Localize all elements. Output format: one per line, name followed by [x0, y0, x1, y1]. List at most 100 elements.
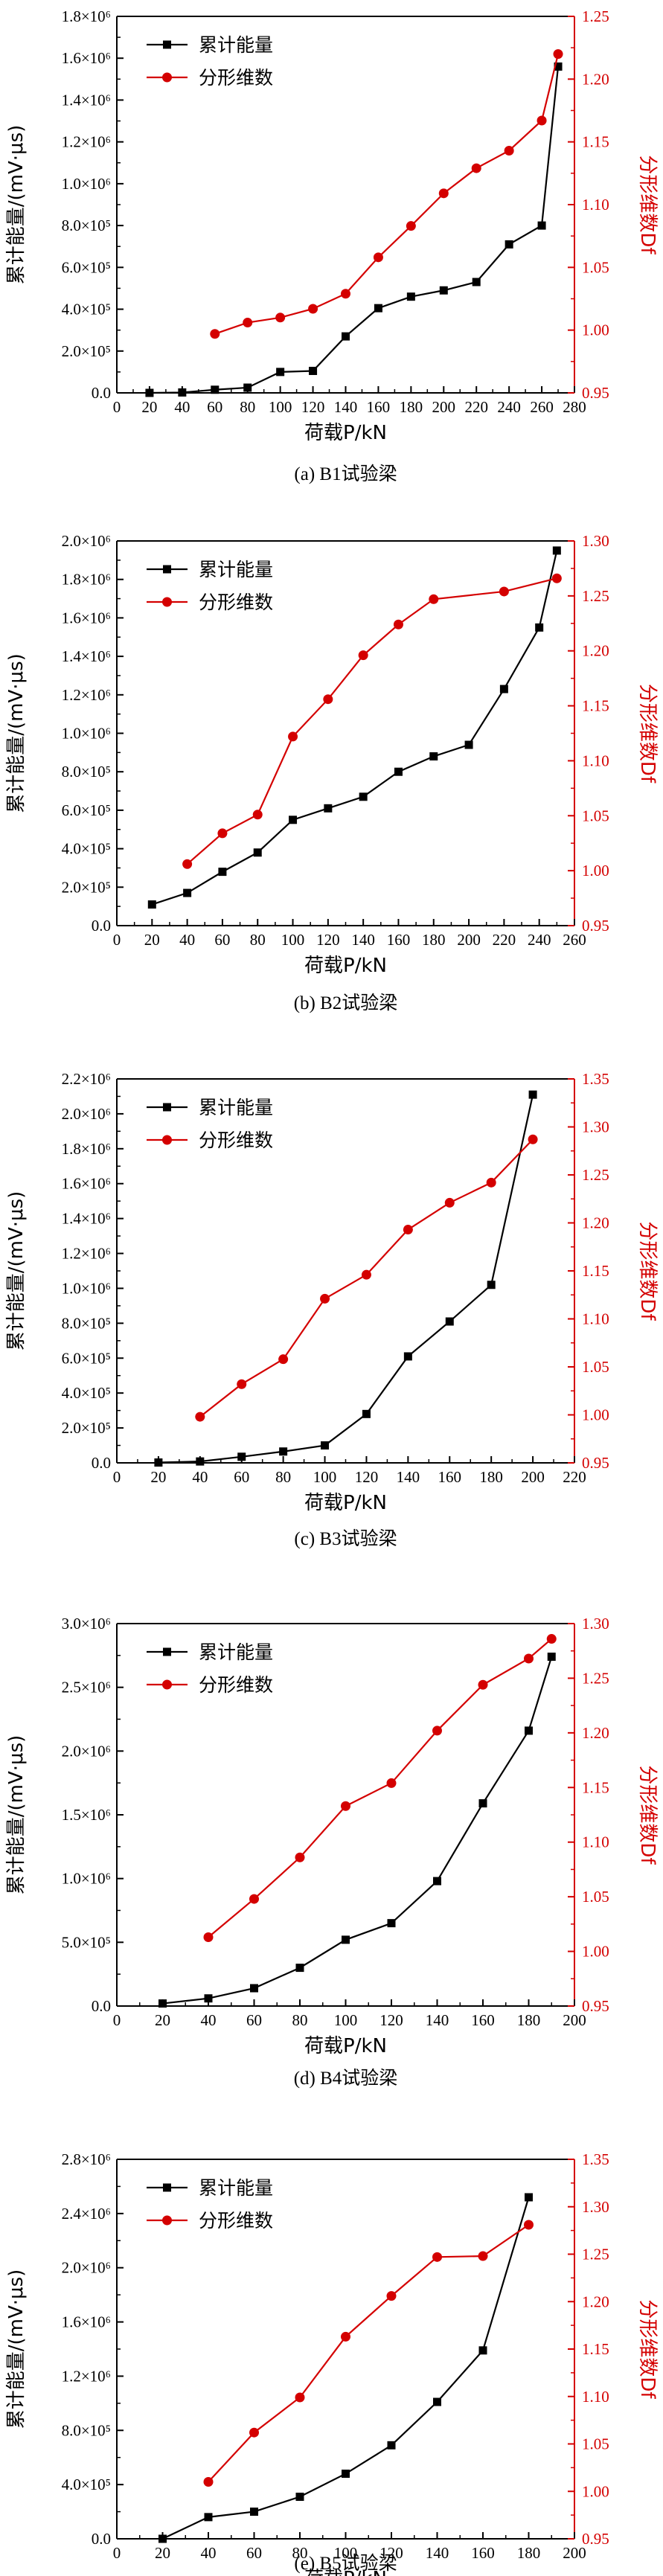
- data-point-energy: [439, 286, 448, 295]
- y-left-tick-label: 2.4×10⁶: [62, 2205, 111, 2223]
- legend-marker-energy: [163, 1647, 171, 1656]
- y-right-tick-label: 1.15: [582, 1262, 609, 1280]
- x-tick-label: 120: [316, 931, 340, 949]
- y-right-axis-title: 分形维数Df: [636, 684, 659, 784]
- data-point-fractal: [478, 2251, 488, 2261]
- data-point-energy: [359, 792, 368, 801]
- data-point-energy: [478, 2346, 487, 2355]
- legend-label-fractal: 分形维数: [199, 2210, 273, 2231]
- data-point-energy: [324, 804, 333, 813]
- y-right-tick-label: 1.05: [582, 1888, 609, 1906]
- y-right-tick-label: 1.30: [582, 1118, 609, 1136]
- y-left-tick-label: 8.0×10⁵: [62, 217, 111, 234]
- data-point-energy: [158, 2534, 167, 2543]
- data-point-fractal: [288, 731, 298, 742]
- x-tick-label: 160: [438, 1468, 462, 1486]
- x-tick-label: 100: [334, 2544, 358, 2562]
- y-left-tick-label: 1.4×10⁶: [62, 91, 111, 109]
- data-point-fractal: [386, 2291, 397, 2301]
- y-left-tick-label: 1.0×10⁶: [62, 1870, 111, 1888]
- data-point-energy: [295, 2493, 304, 2502]
- x-tick-label: 160: [471, 2011, 495, 2029]
- data-point-fractal: [553, 49, 563, 60]
- y-left-tick-label: 2.0×10⁶: [62, 2259, 111, 2277]
- x-tick-label: 40: [201, 2011, 217, 2029]
- x-tick-label: 20: [150, 1468, 166, 1486]
- y-right-tick-label: 1.05: [582, 807, 609, 824]
- legend-marker-energy: [163, 1103, 171, 1112]
- data-point-fractal: [406, 221, 416, 231]
- x-tick-label: 180: [517, 2011, 541, 2029]
- y-right-tick-label: 1.20: [582, 1214, 609, 1232]
- data-point-energy: [342, 332, 350, 341]
- x-tick-label: 0: [113, 931, 121, 949]
- x-tick-label: 60: [246, 2544, 262, 2562]
- y-left-tick-label: 1.2×10⁶: [62, 1245, 111, 1263]
- data-point-energy: [250, 2508, 258, 2516]
- x-tick-label: 60: [207, 398, 222, 416]
- x-tick-label: 200: [432, 398, 456, 416]
- y-left-tick-label: 1.6×10⁶: [62, 1175, 111, 1193]
- y-right-tick-label: 0.95: [582, 1454, 609, 1472]
- y-right-tick-label: 1.15: [582, 133, 609, 151]
- y-left-tick-label: 1.4×10⁶: [62, 647, 111, 665]
- data-point-energy: [394, 767, 403, 776]
- x-tick-label: 120: [379, 2011, 403, 2029]
- y-right-tick-label: 1.20: [582, 2293, 609, 2310]
- y-left-tick-label: 8.0×10⁵: [62, 763, 111, 781]
- legend-label-fractal: 分形维数: [199, 67, 273, 89]
- data-point-energy: [204, 1994, 213, 2003]
- y-left-tick-label: 1.0×10⁶: [62, 725, 111, 743]
- data-point-energy: [276, 368, 285, 377]
- data-point-energy: [237, 1452, 246, 1461]
- y-left-tick-label: 2.2×10⁶: [62, 1070, 111, 1088]
- y-left-tick-label: 8.0×10⁵: [62, 1314, 111, 1332]
- y-left-tick-label: 3.0×10⁶: [62, 1615, 111, 1633]
- x-tick-label: 220: [563, 1468, 586, 1486]
- y-right-tick-label: 1.25: [582, 1166, 609, 1184]
- data-point-fractal: [275, 313, 286, 323]
- y-right-tick-label: 1.30: [582, 2198, 609, 2216]
- y-right-tick-label: 1.15: [582, 697, 609, 715]
- data-point-energy: [362, 1409, 371, 1418]
- y-right-tick-label: 0.95: [582, 2530, 609, 2548]
- y-left-tick-label: 2.0×10⁶: [62, 532, 111, 550]
- y-right-axis-title: 分形维数Df: [636, 2299, 659, 2399]
- y-right-tick-label: 1.05: [582, 2435, 609, 2453]
- y-left-axis-title: 累计能量/(mV·μs): [5, 1735, 28, 1895]
- data-point-energy: [158, 1999, 167, 2008]
- data-point-fractal: [393, 619, 403, 629]
- data-point-energy: [433, 2397, 441, 2406]
- y-right-tick-label: 1.15: [582, 2340, 609, 2358]
- data-point-energy: [429, 752, 438, 761]
- legend-label-energy: 累计能量: [199, 1097, 273, 1118]
- x-tick-label: 160: [387, 931, 411, 949]
- data-point-energy: [154, 1458, 163, 1467]
- x-tick-label: 160: [471, 2544, 495, 2562]
- y-left-tick-label: 6.0×10⁵: [62, 1349, 111, 1367]
- data-point-energy: [433, 1877, 441, 1885]
- data-point-energy: [211, 385, 220, 394]
- y-right-tick-label: 1.00: [582, 1406, 609, 1424]
- y-left-tick-label: 6.0×10⁵: [62, 258, 111, 276]
- x-tick-label: 180: [422, 931, 446, 949]
- series-line-energy: [149, 66, 560, 394]
- data-point-energy: [321, 1441, 330, 1450]
- data-point-energy: [342, 2470, 350, 2479]
- data-point-energy: [387, 2441, 396, 2450]
- data-point-energy: [374, 304, 382, 313]
- y-left-tick-label: 2.0×10⁵: [62, 342, 111, 360]
- x-axis-title: 荷载P/kN: [304, 2568, 387, 2576]
- x-tick-label: 160: [367, 398, 391, 416]
- series-line-fractal: [214, 54, 560, 335]
- x-tick-label: 80: [275, 1468, 291, 1486]
- y-left-axis-title: 累计能量/(mV·μs): [5, 125, 28, 285]
- y-right-tick-label: 1.10: [582, 2388, 609, 2406]
- legend-marker-fractal: [162, 2215, 172, 2226]
- y-left-tick-label: 8.0×10⁵: [62, 2421, 111, 2439]
- x-tick-label: 200: [563, 2011, 586, 2029]
- y-left-tick-label: 1.2×10⁶: [62, 686, 111, 704]
- y-left-tick-label: 1.2×10⁶: [62, 133, 111, 151]
